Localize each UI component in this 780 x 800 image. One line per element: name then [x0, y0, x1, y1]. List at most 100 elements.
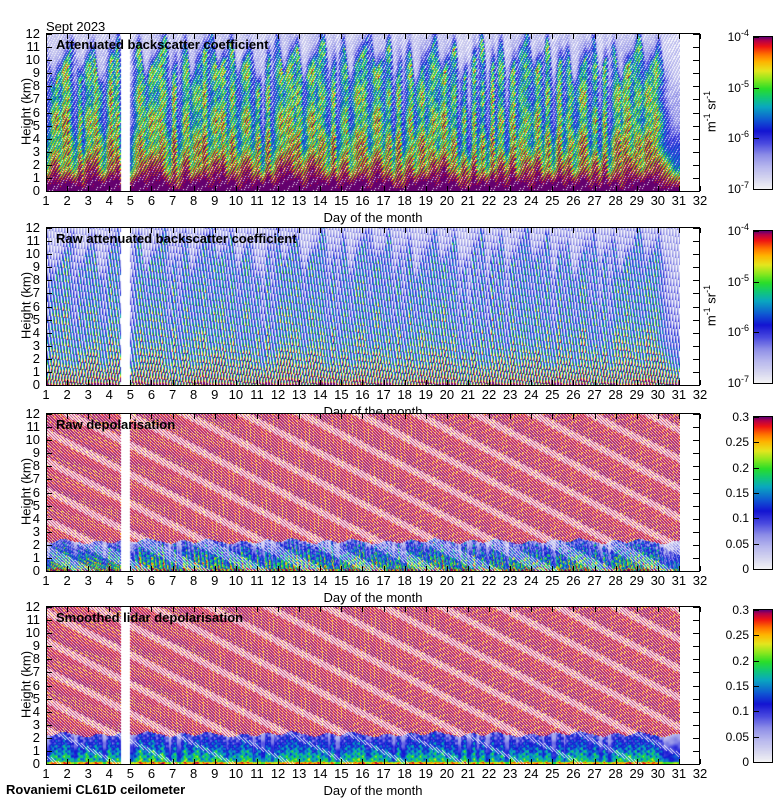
y-tick-mark [46, 60, 52, 61]
x-tick-mark-bottom [320, 186, 321, 191]
x-tick-label: 12 [270, 387, 286, 402]
x-tick-mark-bottom [299, 759, 300, 764]
y-tick-mark [46, 659, 52, 660]
y-tick-label: 10 [25, 432, 40, 448]
x-tick-mark-bottom [616, 566, 617, 571]
x-tick-mark-top [320, 34, 321, 39]
y-tick-mark [46, 267, 52, 268]
colorbar-4 [753, 609, 773, 763]
x-tick-mark-top [236, 414, 237, 419]
colorbar-tick-base: 10 [727, 376, 741, 390]
y-tick-mark-right [693, 73, 699, 74]
colorbar-tick-label: 0.1 [732, 704, 749, 719]
x-tick-mark-top [405, 34, 406, 39]
x-tick-mark-bottom [489, 186, 490, 191]
x-tick-mark-bottom [88, 759, 89, 764]
x-tick-mark-bottom [468, 759, 469, 764]
x-tick-mark-bottom [67, 759, 68, 764]
y-tick-mark [46, 86, 52, 87]
y-tick-mark [46, 307, 52, 308]
x-tick-mark-bottom [468, 566, 469, 571]
y-tick-mark-right [693, 493, 699, 494]
x-tick-label: 7 [168, 387, 177, 402]
colorbar-tick-mark [754, 610, 759, 611]
y-tick-mark [46, 359, 52, 360]
x-tick-mark-top [573, 34, 574, 39]
x-tick-mark-bottom [531, 380, 532, 385]
y-tick-mark-right [693, 241, 699, 242]
x-tick-mark-top [257, 228, 258, 233]
x-tick-label: 18 [397, 387, 412, 402]
x-tick-mark-bottom [46, 186, 47, 191]
y-tick-mark [46, 293, 52, 294]
x-tick-label: 25 [545, 193, 560, 208]
x-tick-mark-top [341, 34, 342, 39]
x-tick-label: 18 [397, 573, 412, 588]
y-tick-label: 7 [32, 91, 40, 107]
x-tick-label: 8 [190, 766, 198, 781]
y-tick-label: 8 [32, 651, 40, 667]
x-tick-mark-bottom [320, 380, 321, 385]
colorbar-tick-label: 0.3 [732, 603, 749, 617]
y-tick-mark-right [693, 307, 699, 308]
colorbar-tick-exponent: -4 [740, 222, 749, 232]
x-tick-mark-bottom [236, 186, 237, 191]
colorbar-tick-mark [754, 231, 759, 232]
y-tick-mark [46, 178, 52, 179]
y-tick-mark [46, 320, 52, 321]
x-tick-mark-bottom [595, 186, 596, 191]
x-tick-mark-top [573, 414, 574, 419]
y-tick-mark [46, 532, 52, 533]
colorbar-tick-exponent: -7 [740, 180, 749, 190]
x-tick-mark-bottom [489, 380, 490, 385]
colorbar-tick-exponent: -5 [740, 78, 749, 89]
x-tick-mark-bottom [130, 186, 131, 191]
y-tick-label: 5 [32, 690, 40, 706]
x-tick-label: 24 [523, 387, 539, 402]
x-tick-label: 5 [126, 766, 134, 781]
y-tick-label: 1 [32, 742, 40, 758]
x-tick-label: 15 [334, 573, 349, 588]
x-tick-mark-top [130, 228, 131, 233]
x-tick-mark-top [362, 414, 363, 419]
x-tick-mark-bottom [130, 759, 131, 764]
x-tick-mark-bottom [489, 759, 490, 764]
x-tick-mark-top [552, 414, 553, 419]
x-tick-mark-top [447, 34, 448, 39]
y-tick-mark-right [693, 751, 699, 752]
y-tick-mark [46, 47, 52, 48]
colorbar-tick-mark [754, 493, 759, 494]
x-tick-label: 6 [147, 387, 156, 402]
colorbar-tick-mark [754, 332, 759, 333]
x-tick-label: 29 [629, 573, 644, 588]
x-tick-mark-top [616, 228, 617, 233]
x-tick-label: 31 [671, 573, 687, 588]
x-tick-mark-bottom [88, 186, 89, 191]
colorbar-tick-label: 0.25 [725, 628, 749, 643]
x-tick-mark-bottom [405, 380, 406, 385]
y-tick-mark-right [693, 646, 699, 647]
x-tick-mark-bottom [151, 759, 152, 764]
y-tick-mark-right [693, 440, 699, 441]
x-tick-label: 28 [608, 766, 623, 781]
x-tick-label: 25 [545, 573, 560, 588]
y-tick-mark-right [693, 466, 699, 467]
x-tick-mark-top [215, 607, 216, 612]
y-tick-mark-right [693, 86, 699, 87]
x-tick-mark-top [573, 607, 574, 612]
x-tick-label: 32 [692, 193, 708, 208]
y-tick-mark-right [693, 267, 699, 268]
x-tick-label: 14 [313, 573, 328, 588]
x-tick-mark-bottom [531, 186, 532, 191]
x-tick-label: 23 [502, 387, 518, 402]
x-tick-mark-bottom [46, 759, 47, 764]
x-axis-label-3: Day of the month [323, 590, 423, 605]
x-tick-mark-top [46, 34, 47, 39]
x-tick-mark-bottom [405, 759, 406, 764]
y-tick-label: 2 [32, 536, 40, 552]
x-tick-label: 4 [105, 766, 113, 781]
x-tick-label: 26 [566, 573, 581, 588]
y-tick-label: 7 [32, 285, 40, 301]
y-tick-label: 5 [32, 117, 40, 133]
colorbar-tick-label: 0.2 [732, 653, 749, 668]
